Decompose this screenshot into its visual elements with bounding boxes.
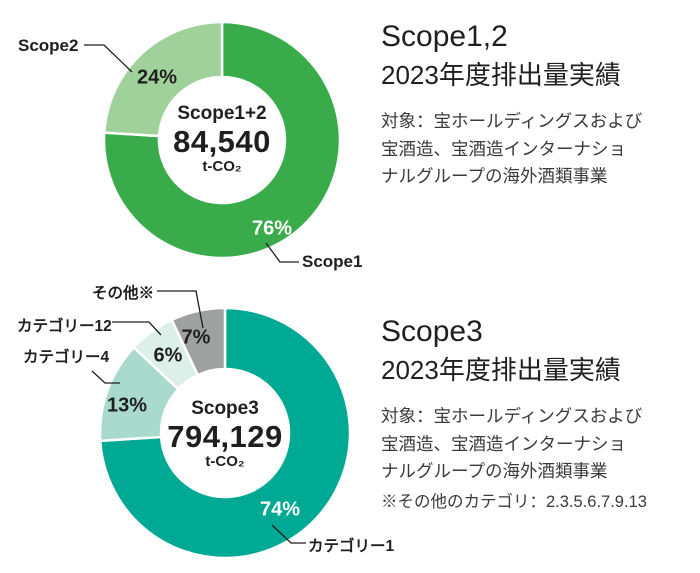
scope12-center-unit: t-CO₂ xyxy=(202,158,242,175)
category4-percent: 13% xyxy=(106,394,148,417)
scope3-title: Scope3 xyxy=(381,315,483,348)
scope12-center-block: Scope1+2 84,540 t-CO₂ xyxy=(173,102,271,176)
category1-label: カテゴリー1 xyxy=(308,538,395,555)
scope2-label: Scope2 xyxy=(18,36,79,55)
scope1-percent: 76% xyxy=(251,217,293,240)
scope3-footnote: ※その他のカテゴリ：2.3.5.6.7.9.13 xyxy=(381,492,647,511)
category12-label: カテゴリー12 xyxy=(17,318,112,335)
scope1-label: Scope1 xyxy=(302,252,363,271)
scope3-desc-line2: 宝酒造、宝酒造インターナショ xyxy=(381,433,626,454)
category4-label: カテゴリー4 xyxy=(23,349,110,366)
other-percent: 7% xyxy=(181,326,211,349)
scope3-desc-line3: ナルグループの海外酒類事業 xyxy=(381,461,608,481)
scope12-info-block: Scope1,2 2023年度排出量実績 対象：宝ホールディングスおよび 宝酒造… xyxy=(381,18,642,191)
scope12-donut-chart xyxy=(102,20,342,260)
donut-segment-カテゴリー1 xyxy=(99,307,351,559)
donut-segment-Scope1 xyxy=(102,20,342,260)
scope3-center-block: Scope3 794,129 t-CO₂ xyxy=(167,397,283,471)
scope12-description: 対象：宝ホールディングスおよび 宝酒造、宝酒造インターナショ ナルグループの海外… xyxy=(381,108,642,191)
scope3-subtitle: 2023年度排出量実績 xyxy=(381,355,621,385)
scope12-desc-line3: ナルグループの海外酒類事業 xyxy=(381,166,608,186)
scope12-center-value: 84,540 xyxy=(173,124,271,159)
scope12-desc-line2: 宝酒造、宝酒造インターナショ xyxy=(381,138,626,159)
scope3-description: 対象：宝ホールディングスおよび 宝酒造、宝酒造インターナショ ナルグループの海外… xyxy=(381,403,647,486)
category1-percent: 74% xyxy=(259,498,301,521)
scope3-center-title: Scope3 xyxy=(191,398,259,419)
scope12-desc-line1: 対象：宝ホールディングスおよび xyxy=(381,111,643,131)
scope2-percent: 24% xyxy=(136,66,178,89)
scope3-donut-chart xyxy=(99,307,351,559)
other-label: その他※ xyxy=(92,285,155,302)
scope12-center-title: Scope1+2 xyxy=(177,103,267,124)
scope3-desc-line1: 対象：宝ホールディングスおよび xyxy=(381,406,643,426)
scope12-title: Scope1,2 xyxy=(381,20,508,53)
scope3-info-block: Scope3 2023年度排出量実績 対象：宝ホールディングスおよび 宝酒造、宝… xyxy=(381,313,647,513)
category12-percent: 6% xyxy=(153,344,183,367)
scope3-center-unit: t-CO₂ xyxy=(205,453,245,470)
donut-segment-Scope2 xyxy=(102,20,224,138)
scope3-center-value: 794,129 xyxy=(167,419,283,454)
scope12-subtitle: 2023年度排出量実績 xyxy=(381,60,621,90)
